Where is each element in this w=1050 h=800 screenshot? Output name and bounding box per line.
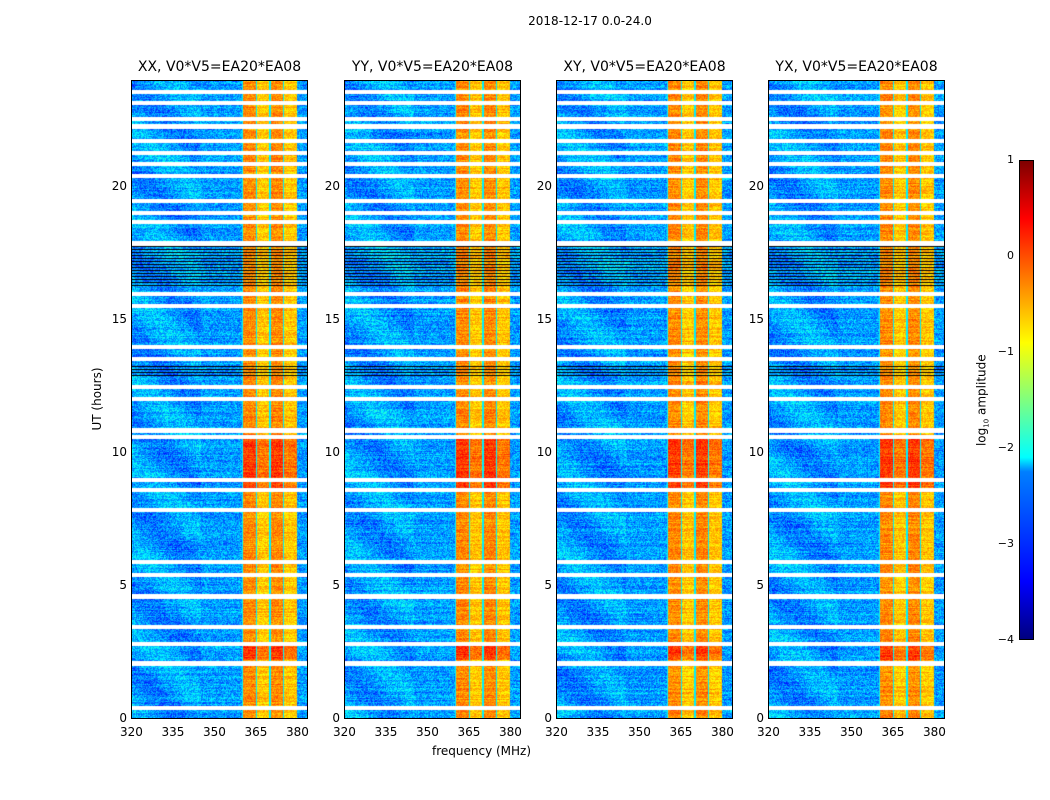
y-tick-label: 20 <box>748 178 764 193</box>
heatmap-panel-2 <box>344 80 521 719</box>
y-tick-label: 10 <box>536 444 552 459</box>
figure-suptitle: 2018-12-17 0.0-24.0 <box>528 14 652 28</box>
y-tick-label: 0 <box>119 711 127 725</box>
colorbar-tick-label: 1 <box>1007 153 1014 166</box>
y-tick-label: 20 <box>536 178 552 193</box>
heatmap-cells <box>132 81 307 718</box>
x-tick-label: 380 <box>922 725 946 739</box>
heatmap-cells <box>769 81 944 718</box>
y-tick-label: 15 <box>111 311 127 326</box>
colorbar-tick-label: 0 <box>1007 249 1014 262</box>
x-tick-label: 380 <box>710 725 734 739</box>
y-tick-label: 0 <box>544 711 552 725</box>
panel-title: XX, V0*V5=EA20*EA08 <box>137 59 302 75</box>
x-tick-label: 335 <box>798 725 822 739</box>
x-tick-label: 320 <box>757 725 780 739</box>
colorbar-tick-label: −4 <box>997 633 1014 646</box>
x-tick-label: 380 <box>498 725 522 739</box>
heatmap-panel-4 <box>768 80 945 719</box>
x-tick-label: 335 <box>586 725 610 739</box>
x-tick-label: 335 <box>161 725 185 739</box>
y-axis-label: UT (hours) <box>90 367 104 431</box>
x-tick-label: 320 <box>333 725 356 739</box>
x-tick-label: 335 <box>374 725 398 739</box>
panel-title: XY, V0*V5=EA20*EA08 <box>563 59 726 75</box>
x-tick-label: 365 <box>244 725 268 739</box>
y-tick-label: 15 <box>748 311 764 326</box>
x-tick-label: 350 <box>415 725 439 739</box>
y-tick-label: 5 <box>544 577 552 592</box>
y-tick-label: 15 <box>536 311 552 326</box>
y-tick-label: 10 <box>748 444 764 459</box>
x-tick-label: 350 <box>202 725 226 739</box>
y-tick-label: 5 <box>756 577 764 592</box>
y-tick-label: 0 <box>332 711 340 725</box>
colorbar <box>1019 160 1034 640</box>
y-tick-label: 20 <box>111 178 127 193</box>
colorbar-tick-label: −1 <box>997 345 1014 358</box>
x-tick-label: 350 <box>627 725 651 739</box>
panel-title: YY, V0*V5=EA20*EA08 <box>351 59 514 75</box>
y-tick-label: 20 <box>324 178 340 193</box>
x-tick-label: 320 <box>120 725 143 739</box>
y-tick-label: 5 <box>332 577 340 592</box>
y-tick-label: 0 <box>756 711 764 725</box>
y-tick-label: 5 <box>119 577 127 592</box>
x-tick-label: 365 <box>457 725 481 739</box>
y-tick-label: 10 <box>324 444 340 459</box>
x-tick-label: 350 <box>839 725 863 739</box>
heatmap-panel-1 <box>131 80 308 719</box>
heatmap-panel-3 <box>556 80 733 719</box>
x-axis-label: frequency (MHz) <box>432 744 532 758</box>
heatmap-cells <box>345 81 520 718</box>
y-tick-label: 15 <box>324 311 340 326</box>
colorbar-tick-label: −3 <box>997 537 1014 550</box>
panel-title: YX, V0*V5=EA20*EA08 <box>775 59 938 75</box>
x-tick-label: 365 <box>881 725 905 739</box>
colorbar-tick-label: −2 <box>997 441 1014 454</box>
heatmap-cells <box>557 81 732 718</box>
y-tick-label: 10 <box>111 444 127 459</box>
x-tick-label: 365 <box>669 725 693 739</box>
x-tick-label: 380 <box>285 725 309 739</box>
x-tick-label: 320 <box>545 725 568 739</box>
colorbar-label: log10 amplitude <box>974 354 991 447</box>
